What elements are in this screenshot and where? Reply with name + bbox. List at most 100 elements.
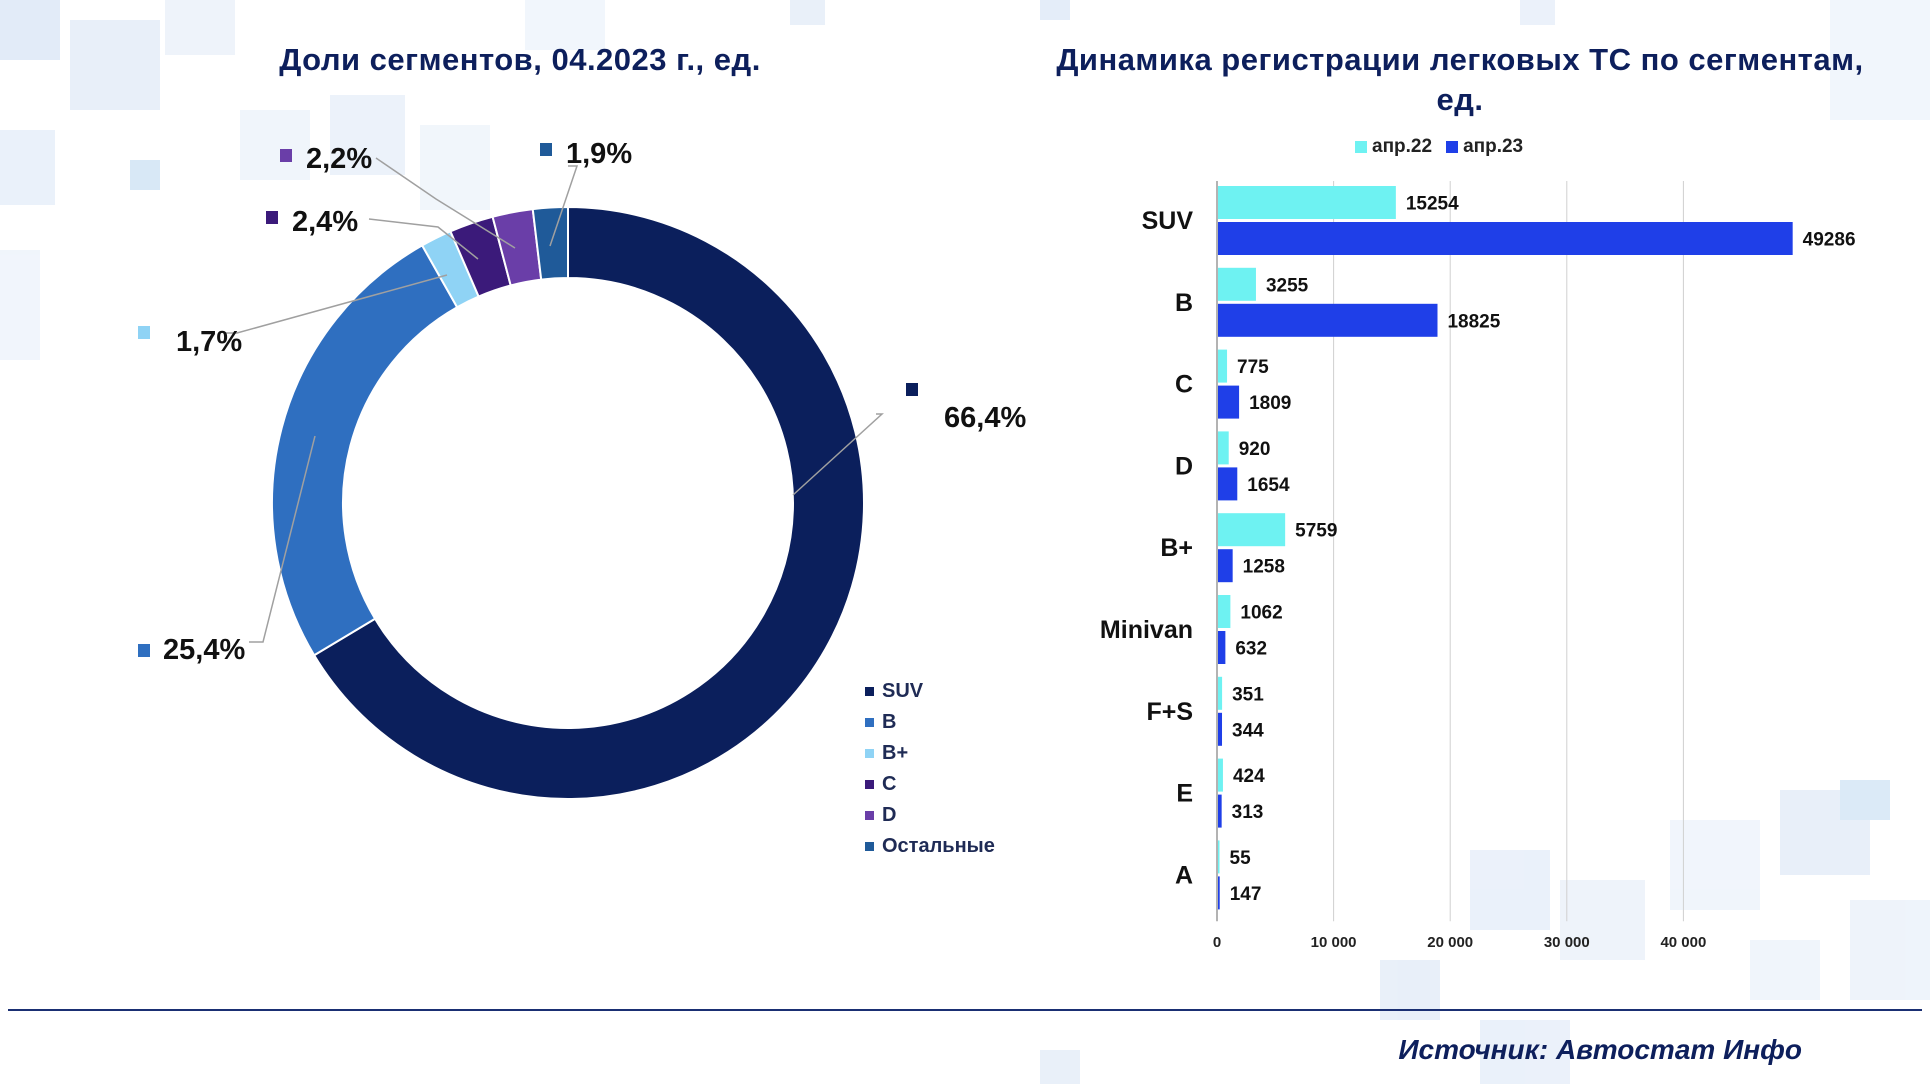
legend-label: апр.23	[1463, 136, 1524, 157]
legend-swatch	[865, 811, 874, 820]
donut-slice-suv	[312, 205, 865, 800]
leader-line-b	[249, 435, 316, 643]
data-label-d: 2,2%	[306, 143, 372, 175]
data-label-c: 2,4%	[292, 206, 358, 238]
label-swatch-b	[138, 326, 150, 339]
category-label-minivan: Minivan	[1100, 616, 1193, 644]
category-label-e: E	[1176, 780, 1193, 808]
label-swatch-b	[138, 644, 150, 657]
leader-line-b	[225, 274, 448, 334]
bar-c-апр-22	[1218, 349, 1228, 383]
label-swatch-suv	[906, 383, 918, 396]
legend-label: SUV	[882, 680, 924, 702]
legend-label: апр.22	[1372, 136, 1433, 157]
bar-value-label: 775	[1237, 357, 1269, 378]
source-note: Источник: Автостат Инфо	[1398, 1034, 1802, 1065]
legend-item-suv: SUV	[865, 676, 995, 707]
bar-minivan-апр-22	[1218, 595, 1231, 628]
x-tick-label: 30 000	[1544, 934, 1590, 951]
legend-item-c: C	[865, 769, 995, 800]
bar-suv-апр-23	[1218, 222, 1793, 255]
category-label-b: B+	[1160, 534, 1193, 562]
legend-label: Остальные	[882, 835, 995, 857]
leader-line-d	[375, 157, 516, 249]
bar-chart-title: Динамика регистрации легковых ТС по сегм…	[1056, 42, 1864, 117]
label-swatch-остальные	[540, 143, 552, 156]
legend-item-апр-22: апр.22	[1355, 136, 1432, 158]
legend-item-d: D	[865, 800, 995, 831]
bar-value-label: 344	[1232, 720, 1264, 741]
bar-value-label: 3255	[1266, 275, 1309, 296]
bar-f-s-апр-22	[1218, 676, 1223, 710]
legend-item-остальные: Остальные	[865, 831, 995, 862]
bar-value-label: 1062	[1240, 603, 1282, 624]
category-label-suv: SUV	[1142, 207, 1194, 235]
category-label-b: B	[1175, 289, 1193, 317]
bar-value-label: 1809	[1249, 393, 1291, 414]
data-label-b: 25,4%	[163, 634, 245, 666]
category-label-a: A	[1175, 861, 1193, 889]
category-label-d: D	[1175, 452, 1193, 480]
bar-value-label: 351	[1232, 684, 1264, 705]
bar-f-s-апр-23	[1218, 712, 1223, 746]
legend-label: B+	[882, 742, 909, 764]
bar-b-апр-22	[1218, 267, 1256, 301]
donut-legend: SUV B B+ C D Остальные	[865, 676, 995, 862]
category-label-c: C	[1175, 371, 1193, 399]
category-label-f-s: F+S	[1146, 698, 1193, 726]
bar-suv-апр-22	[1218, 186, 1396, 219]
legend-label: C	[882, 773, 897, 795]
bar-value-label: 1258	[1243, 557, 1285, 578]
bar-a-апр-23	[1218, 876, 1220, 910]
legend-item-апр-23: апр.23	[1446, 136, 1523, 158]
legend-swatch	[865, 842, 874, 851]
bar-b-апр-23	[1218, 303, 1438, 337]
bar-d-апр-22	[1218, 431, 1229, 465]
leader-line-suv	[792, 413, 884, 496]
bar-value-label: 18825	[1447, 311, 1500, 332]
data-label-остальные: 1,9%	[566, 138, 632, 170]
legend-swatch	[865, 687, 874, 696]
x-tick-label: 20 000	[1427, 934, 1473, 951]
bar-legend: апр.22 апр.23	[1355, 136, 1537, 158]
donut-chart-title: Доли сегментов, 04.2023 г., ед.	[279, 42, 761, 77]
bar-d-апр-23	[1218, 467, 1238, 501]
bar-value-label: 920	[1239, 439, 1271, 460]
legend-swatch	[1446, 141, 1459, 153]
legend-swatch	[865, 780, 874, 789]
bar-b-апр-23	[1218, 549, 1233, 583]
data-label-suv: 66,4%	[944, 402, 1026, 434]
x-tick-label: 0	[1213, 934, 1221, 951]
bar-e-апр-23	[1218, 794, 1222, 828]
bar-e-апр-22	[1218, 758, 1223, 792]
legend-swatch	[1355, 141, 1367, 153]
x-tick-label: 10 000	[1311, 934, 1357, 951]
leader-line-c	[368, 218, 479, 260]
bar-value-label: 15254	[1406, 194, 1459, 215]
label-swatch-c	[266, 211, 278, 224]
legend-swatch	[865, 749, 874, 758]
legend-label: D	[882, 804, 897, 826]
bar-a-апр-22	[1218, 840, 1220, 874]
legend-label: B	[882, 711, 897, 733]
bar-value-label: 147	[1230, 884, 1262, 905]
divider	[8, 1009, 1922, 1011]
bar-value-label: 424	[1233, 766, 1265, 787]
bar-minivan-апр-23	[1218, 631, 1226, 664]
bar-value-label: 49286	[1803, 230, 1856, 251]
legend-swatch	[865, 718, 874, 727]
label-swatch-d	[280, 149, 292, 162]
x-tick-label: 40 000	[1660, 934, 1706, 951]
data-label-b: 1,7%	[176, 326, 242, 358]
bar-value-label: 5759	[1295, 521, 1337, 542]
leader-line-остальные	[549, 165, 579, 247]
bar-value-label: 632	[1235, 639, 1267, 660]
legend-item-b: B+	[865, 738, 995, 769]
bar-value-label: 313	[1232, 802, 1264, 823]
bar-c-апр-23	[1218, 385, 1240, 419]
bar-b-апр-22	[1218, 513, 1286, 547]
bar-value-label: 55	[1230, 848, 1252, 869]
